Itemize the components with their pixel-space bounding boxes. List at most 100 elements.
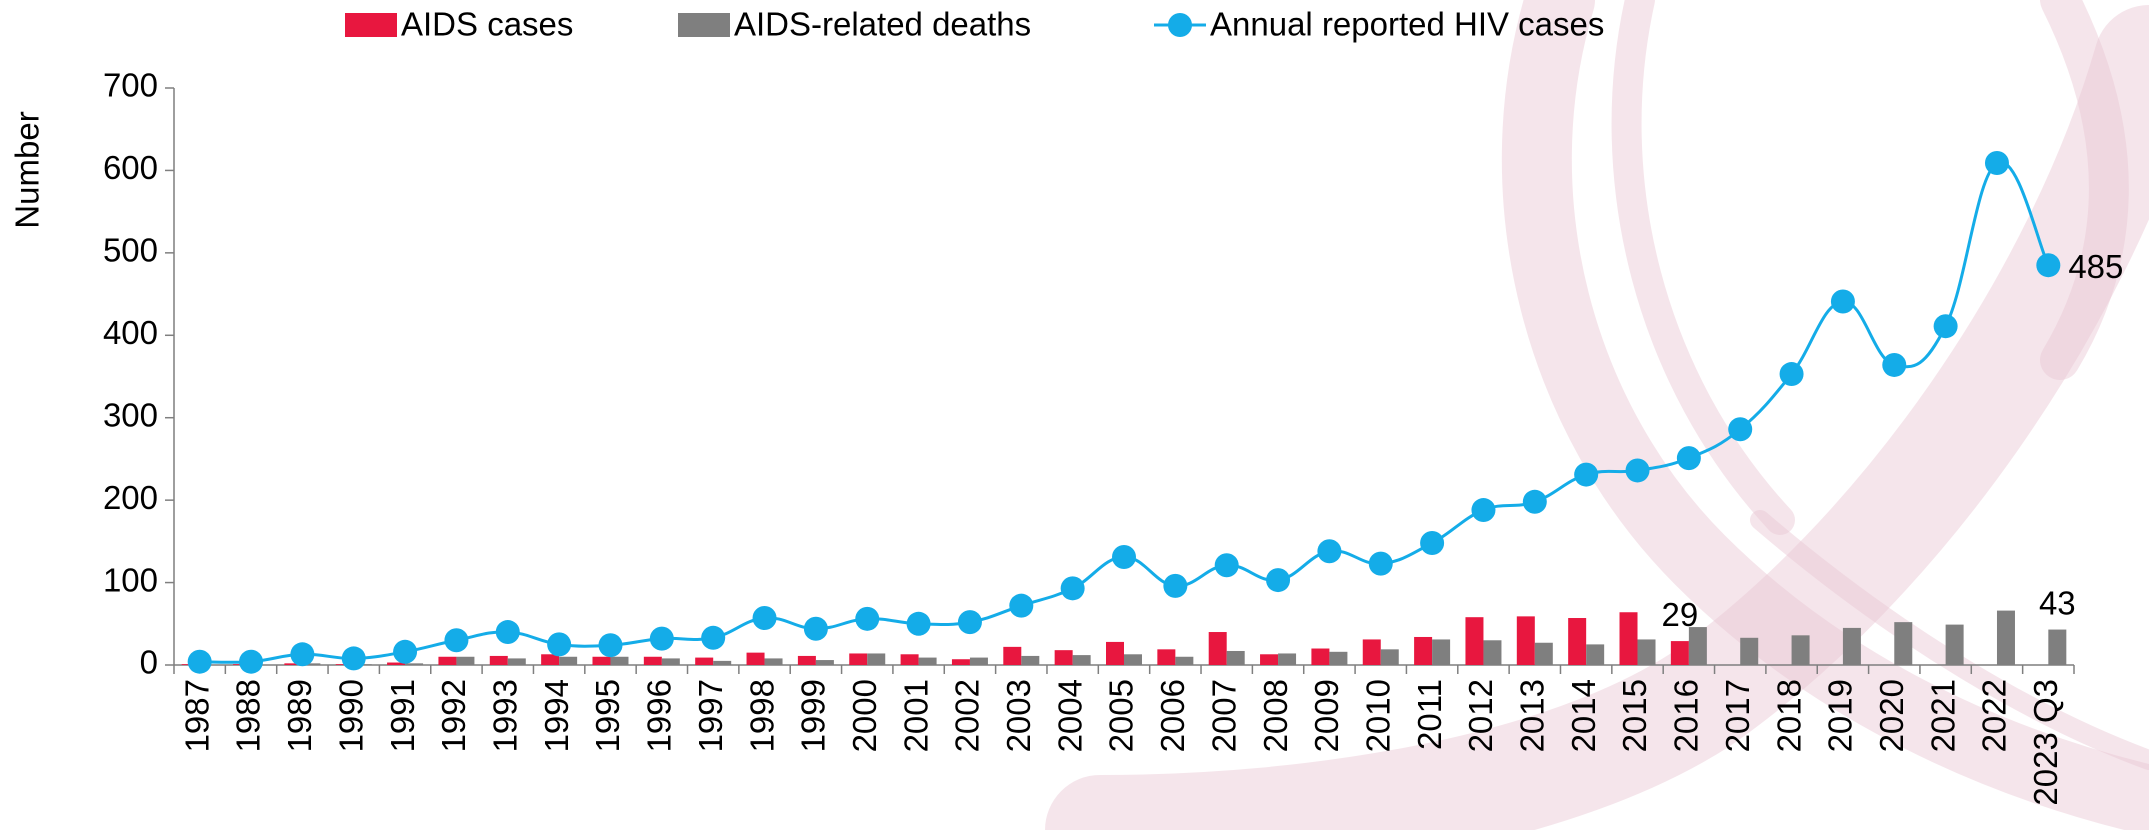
- bar: [1106, 641, 1124, 665]
- data-label: 29: [1662, 596, 1699, 633]
- bar: [1586, 644, 1605, 665]
- bar: [1740, 637, 1759, 665]
- x-tick-label: 1998: [743, 679, 780, 752]
- marker: [341, 646, 366, 671]
- x-tick-label: 2020: [1873, 679, 1910, 752]
- bar: [1072, 655, 1091, 665]
- x-tick-label: 1993: [487, 679, 524, 752]
- marker: [1214, 553, 1239, 578]
- x-tick-label: 2014: [1565, 679, 1602, 752]
- bar: [815, 660, 834, 665]
- x-tick-label: 2000: [846, 679, 883, 752]
- marker: [649, 626, 674, 651]
- marker: [1009, 593, 1034, 618]
- x-tick-label: 2010: [1359, 679, 1396, 752]
- marker: [803, 616, 828, 641]
- marker: [2036, 253, 2061, 278]
- bar: [695, 657, 714, 665]
- bar: [1362, 639, 1381, 665]
- bar: [592, 656, 611, 665]
- y-tick-label: 0: [140, 644, 158, 681]
- data-label: 43: [2039, 584, 2076, 621]
- bar: [764, 658, 783, 665]
- x-tick-label: 2022: [1976, 679, 2013, 752]
- bar: [1175, 656, 1194, 665]
- x-tick-label: 2018: [1770, 679, 1807, 752]
- x-tick-label: 1996: [641, 679, 678, 752]
- marker: [1266, 568, 1291, 593]
- bar: [610, 656, 629, 665]
- bar: [900, 654, 919, 665]
- x-tick-label: 1991: [384, 679, 421, 752]
- x-tick-label: 2007: [1205, 679, 1242, 752]
- legend-label: AIDS-related deaths: [734, 6, 1031, 43]
- x-tick-label: 2017: [1719, 679, 1756, 752]
- y-axis-label: Number: [9, 111, 46, 228]
- marker: [1522, 489, 1547, 514]
- bar: [559, 656, 578, 665]
- bar: [1124, 654, 1142, 665]
- x-tick-label: 2011: [1411, 679, 1448, 750]
- bar: [405, 663, 424, 665]
- bar: [1226, 650, 1245, 665]
- bar: [1021, 655, 1040, 665]
- bar: [1329, 651, 1348, 665]
- bar: [1996, 610, 2015, 665]
- x-tick-label: 2019: [1822, 679, 1859, 752]
- x-tick-label: 1995: [589, 679, 626, 752]
- marker: [547, 632, 572, 657]
- bar: [1483, 640, 1502, 665]
- y-tick-label: 300: [103, 396, 158, 433]
- ribbon-background: [1045, 0, 2149, 830]
- bar: [713, 660, 732, 665]
- x-tick-label: 1997: [692, 679, 729, 752]
- x-tick-label: 2023 Q3: [2027, 679, 2064, 806]
- marker: [1112, 545, 1136, 570]
- bar: [969, 657, 988, 665]
- bar: [1568, 618, 1587, 665]
- bar: [541, 654, 560, 665]
- x-tick-label: 2016: [1668, 679, 1705, 752]
- y-tick-label: 500: [103, 232, 158, 269]
- bar: [1311, 648, 1330, 665]
- bar: [746, 652, 765, 665]
- y-tick-label: 400: [103, 314, 158, 351]
- bar: [918, 657, 937, 665]
- bar: [1791, 635, 1810, 665]
- bar: [1414, 636, 1433, 665]
- legend-label: AIDS cases: [401, 6, 573, 43]
- bar: [284, 663, 303, 665]
- bar: [643, 656, 662, 665]
- y-tick-label: 600: [103, 149, 158, 186]
- marker: [598, 633, 623, 658]
- bar: [1688, 627, 1707, 665]
- x-tick-label: 1994: [538, 679, 575, 752]
- x-tick-label: 2001: [897, 679, 934, 752]
- marker: [444, 628, 469, 653]
- marker: [906, 611, 931, 636]
- bar: [1670, 641, 1689, 665]
- x-tick-label: 2015: [1616, 679, 1653, 752]
- y-tick-label: 100: [103, 561, 158, 598]
- bar: [387, 662, 406, 665]
- bar: [489, 655, 508, 665]
- bar: [661, 658, 680, 665]
- bar: [1637, 639, 1656, 665]
- marker: [1933, 314, 1958, 339]
- bar: [2048, 629, 2067, 665]
- x-tick-label: 2005: [1103, 679, 1140, 752]
- bar: [1516, 616, 1535, 665]
- x-tick-label: 1988: [230, 679, 267, 752]
- marker: [187, 649, 212, 674]
- x-tick-label: 2021: [1924, 679, 1961, 752]
- legend-swatch: [1168, 13, 1192, 37]
- marker: [1471, 498, 1496, 523]
- bar: [1619, 612, 1638, 665]
- bar: [951, 659, 970, 665]
- x-tick-label: 1987: [178, 679, 215, 752]
- bar: [1260, 654, 1279, 665]
- legend-swatch: [345, 13, 397, 37]
- marker: [1779, 362, 1804, 387]
- marker: [1317, 539, 1342, 564]
